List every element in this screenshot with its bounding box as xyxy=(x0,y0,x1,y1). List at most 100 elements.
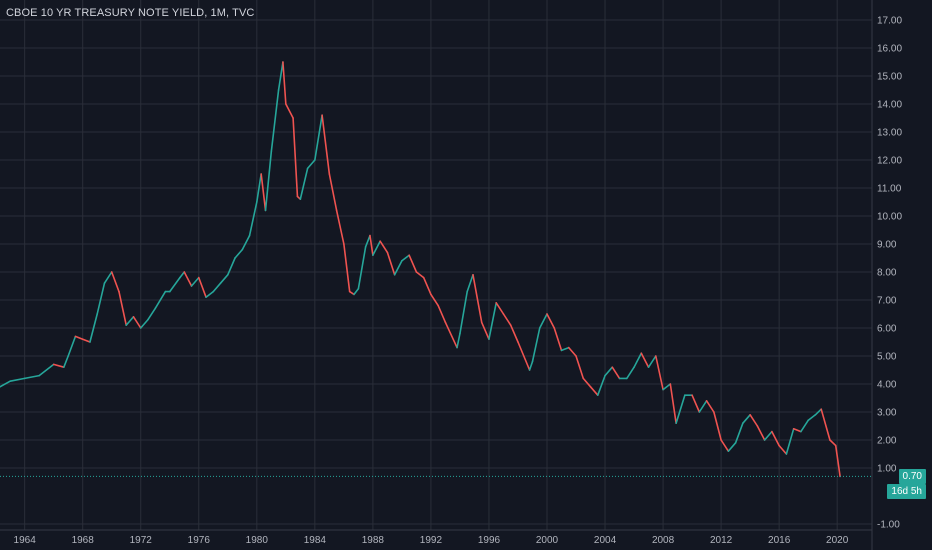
series-segment xyxy=(742,413,751,425)
series-segment xyxy=(633,352,643,369)
yield-series xyxy=(0,61,841,478)
y-tick-label: 13.00 xyxy=(877,128,902,139)
y-tick-label: 4.00 xyxy=(877,380,897,391)
series-segment xyxy=(488,301,498,341)
series-segment xyxy=(509,324,519,343)
series-segment xyxy=(285,103,294,119)
series-segment xyxy=(713,411,722,441)
x-tick-label: 1976 xyxy=(188,535,211,546)
series-segment xyxy=(364,234,371,248)
y-tick-label: 15.00 xyxy=(877,72,902,83)
series-segment xyxy=(260,173,267,212)
series-segment xyxy=(335,209,345,245)
series-segment xyxy=(734,422,744,444)
series-segment xyxy=(89,313,99,343)
series-segment xyxy=(582,377,592,388)
series-segment xyxy=(343,243,351,293)
series-segment xyxy=(401,254,410,262)
series-segment xyxy=(0,380,11,388)
series-segment xyxy=(306,159,316,170)
series-segment xyxy=(480,321,490,341)
series-segment xyxy=(829,439,837,447)
y-tick-label: 17.00 xyxy=(877,16,902,27)
x-tick-label: 1980 xyxy=(246,535,269,546)
x-tick-label: 1972 xyxy=(130,535,153,546)
series-segment xyxy=(357,246,367,290)
series-segment xyxy=(393,259,403,276)
y-tick-label: 7.00 xyxy=(877,296,897,307)
series-segment xyxy=(669,383,677,425)
series-segment xyxy=(589,385,599,397)
series-segment xyxy=(118,290,128,327)
x-tick-label: 1964 xyxy=(14,535,37,546)
series-segment xyxy=(81,338,91,343)
series-segment xyxy=(110,271,120,293)
series-segment xyxy=(292,117,299,198)
series-segment xyxy=(567,346,577,357)
series-segment xyxy=(219,273,229,285)
series-segment xyxy=(277,61,284,91)
series-segment xyxy=(466,273,474,293)
series-segment xyxy=(640,352,650,369)
series-segment xyxy=(517,341,531,371)
y-tick-label: 2.00 xyxy=(877,436,897,447)
series-segment xyxy=(314,114,323,161)
series-segment xyxy=(241,234,251,251)
series-segment xyxy=(691,394,701,413)
series-segment xyxy=(328,173,338,212)
series-segment xyxy=(472,273,483,324)
y-tick-label: 11.00 xyxy=(877,184,902,195)
x-tick-label: 2004 xyxy=(594,535,617,546)
series-segment xyxy=(814,408,823,416)
series-segment xyxy=(647,355,657,369)
series-segment xyxy=(662,383,672,391)
y-tick-label: 12.00 xyxy=(877,156,902,167)
series-segment xyxy=(353,287,360,296)
series-segment xyxy=(698,399,708,413)
series-segment xyxy=(190,276,200,287)
series-segment xyxy=(415,271,425,279)
series-segment xyxy=(282,61,287,105)
series-segment xyxy=(154,290,167,310)
series-segment xyxy=(596,374,606,397)
series-segment xyxy=(264,150,273,212)
x-tick-label: 2008 xyxy=(652,535,675,546)
series-segment xyxy=(528,360,534,371)
y-tick-label: 14.00 xyxy=(877,100,902,111)
series-segment xyxy=(575,355,585,380)
series-segment xyxy=(369,234,374,256)
series-segment xyxy=(372,240,381,256)
series-segment xyxy=(422,276,432,296)
series-segment xyxy=(546,313,556,329)
series-segment xyxy=(655,355,664,391)
series-segment xyxy=(147,307,157,321)
series-segment xyxy=(560,346,570,352)
series-segment xyxy=(67,335,77,357)
series-segment xyxy=(456,332,461,349)
series-segment xyxy=(234,248,244,259)
series-segment xyxy=(749,413,759,427)
series-segment xyxy=(553,327,563,352)
series-segment xyxy=(625,366,635,380)
series-segment xyxy=(299,167,309,200)
series-segment xyxy=(430,293,439,307)
series-segment xyxy=(785,427,795,455)
series-segment xyxy=(538,313,548,329)
y-tick-label: 5.00 xyxy=(877,352,897,363)
series-segment xyxy=(408,254,418,273)
price-axis[interactable]: 17.00 16.00 15.00 14.00 13.00 12.00 11.00 10.00… xyxy=(871,0,902,550)
time-axis[interactable]: 1964 1968 1972 1976 1980 1984 1988 1992 1996 2000… xyxy=(0,529,872,546)
series-segment xyxy=(444,321,458,349)
series-segment xyxy=(763,430,773,441)
y-tick-label: 16.00 xyxy=(877,44,902,55)
series-segment xyxy=(437,304,447,324)
x-tick-label: 2000 xyxy=(536,535,559,546)
series-segment xyxy=(168,276,181,293)
series-segment xyxy=(386,251,396,276)
x-tick-label: 1988 xyxy=(362,535,385,546)
series-segment xyxy=(256,173,262,203)
series-segment xyxy=(212,282,222,293)
series-segment xyxy=(800,419,809,433)
